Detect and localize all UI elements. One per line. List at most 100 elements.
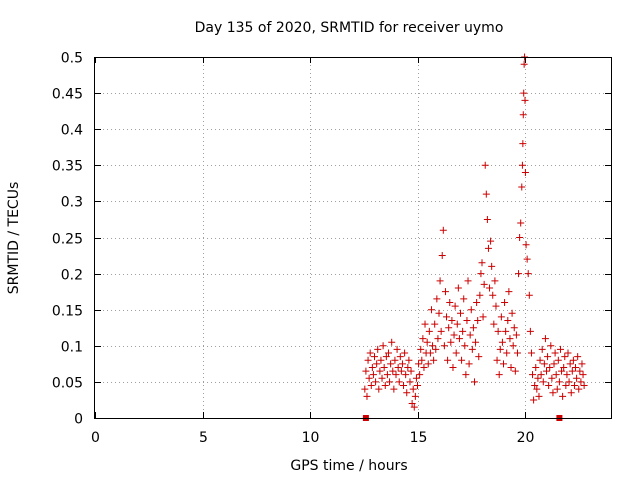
data-point-marker	[368, 363, 376, 371]
data-point-marker	[432, 345, 440, 353]
data-point-marker	[510, 324, 518, 332]
data-point-marker	[529, 371, 537, 379]
data-point-marker	[460, 295, 468, 303]
data-point-marker	[469, 324, 477, 332]
data-point-marker	[409, 385, 417, 393]
data-point-marker	[447, 338, 455, 346]
data-point-marker	[366, 349, 374, 357]
data-point-marker	[397, 367, 405, 375]
data-point-marker	[559, 392, 567, 400]
data-point-marker	[393, 345, 401, 353]
data-point-marker	[522, 241, 530, 249]
data-point-marker	[408, 400, 416, 408]
data-point-marker	[398, 360, 406, 368]
data-point-marker	[376, 367, 384, 375]
data-point-marker	[480, 280, 488, 288]
data-point-marker	[421, 320, 429, 328]
data-point-marker	[380, 363, 388, 371]
data-point-marker	[531, 382, 539, 390]
data-point-marker	[435, 309, 443, 317]
data-point-marker	[381, 382, 389, 390]
data-point-marker	[491, 277, 499, 285]
data-point-marker	[458, 356, 466, 364]
data-point-marker	[406, 378, 414, 386]
data-point-marker	[556, 345, 564, 353]
data-point-marker	[492, 302, 500, 310]
x-tick-label: 0	[91, 430, 100, 446]
plot-frame	[94, 57, 612, 419]
data-point-marker	[410, 403, 418, 411]
data-point-marker	[567, 389, 575, 397]
y-tick-label: 0.25	[52, 232, 83, 248]
data-point-marker	[417, 345, 425, 353]
data-point-marker	[561, 353, 569, 361]
data-point-marker	[475, 353, 483, 361]
data-point-marker	[513, 349, 521, 357]
data-point-marker	[420, 363, 428, 371]
data-point-marker	[507, 363, 515, 371]
data-point-marker	[540, 360, 548, 368]
data-point-marker	[578, 360, 586, 368]
data-point-marker	[490, 320, 498, 328]
data-point-marker	[473, 298, 481, 306]
x-tick-label: 20	[517, 430, 535, 446]
data-point-marker	[544, 353, 552, 361]
data-point-marker	[572, 363, 580, 371]
data-point-marker	[416, 371, 424, 379]
data-point-marker	[455, 335, 463, 343]
data-point-marker	[576, 367, 584, 375]
data-point-marker	[563, 371, 571, 379]
data-point-marker	[402, 371, 410, 379]
data-point-marker	[508, 309, 516, 317]
data-layer	[361, 53, 588, 421]
data-point-marker	[519, 111, 527, 119]
data-point-marker	[577, 378, 585, 386]
data-point-marker	[441, 288, 449, 296]
data-point-marker	[448, 317, 456, 325]
data-point-marker	[484, 244, 492, 252]
data-point-marker	[450, 331, 458, 339]
data-point-marker	[474, 317, 482, 325]
data-point-marker	[521, 169, 529, 177]
data-point-marker	[390, 385, 398, 393]
data-point-marker	[550, 360, 558, 368]
data-point-marker	[534, 374, 542, 382]
data-point-marker	[569, 356, 577, 364]
data-point-marker	[478, 259, 486, 267]
data-point-marker	[375, 385, 383, 393]
data-point-marker	[512, 331, 520, 339]
data-point-marker	[500, 360, 507, 368]
data-point-marker	[551, 349, 559, 357]
data-point-marker	[555, 378, 563, 386]
x-axis-label: GPS time / hours	[290, 458, 407, 474]
data-point-marker	[523, 255, 531, 263]
data-point-marker	[536, 356, 544, 364]
data-point-marker	[427, 306, 435, 314]
data-point-marker	[429, 342, 437, 350]
data-point-marker	[449, 363, 457, 371]
data-point-marker	[574, 353, 582, 361]
data-point-marker	[384, 349, 392, 357]
data-point-marker	[438, 252, 446, 260]
data-point-marker	[389, 367, 397, 375]
data-point-marker	[524, 270, 532, 278]
data-point-marker	[382, 353, 390, 361]
data-point-marker	[457, 309, 464, 317]
data-point-marker	[394, 363, 402, 371]
y-tick-label: 0.2	[61, 268, 83, 284]
data-point-marker	[462, 371, 470, 379]
data-point-marker	[419, 335, 427, 343]
data-point-marker	[520, 60, 528, 68]
data-point-marker	[535, 392, 543, 400]
data-point-marker	[562, 382, 570, 390]
data-point-marker	[466, 331, 474, 339]
data-point-marker	[391, 356, 399, 364]
data-point-marker	[377, 356, 385, 364]
y-tick-label: 0.05	[52, 376, 83, 392]
data-point-marker	[487, 237, 495, 245]
data-point-marker	[454, 284, 462, 292]
y-tick-label: 0.35	[52, 159, 83, 175]
data-point-marker	[539, 378, 547, 386]
data-point-marker	[483, 215, 491, 223]
